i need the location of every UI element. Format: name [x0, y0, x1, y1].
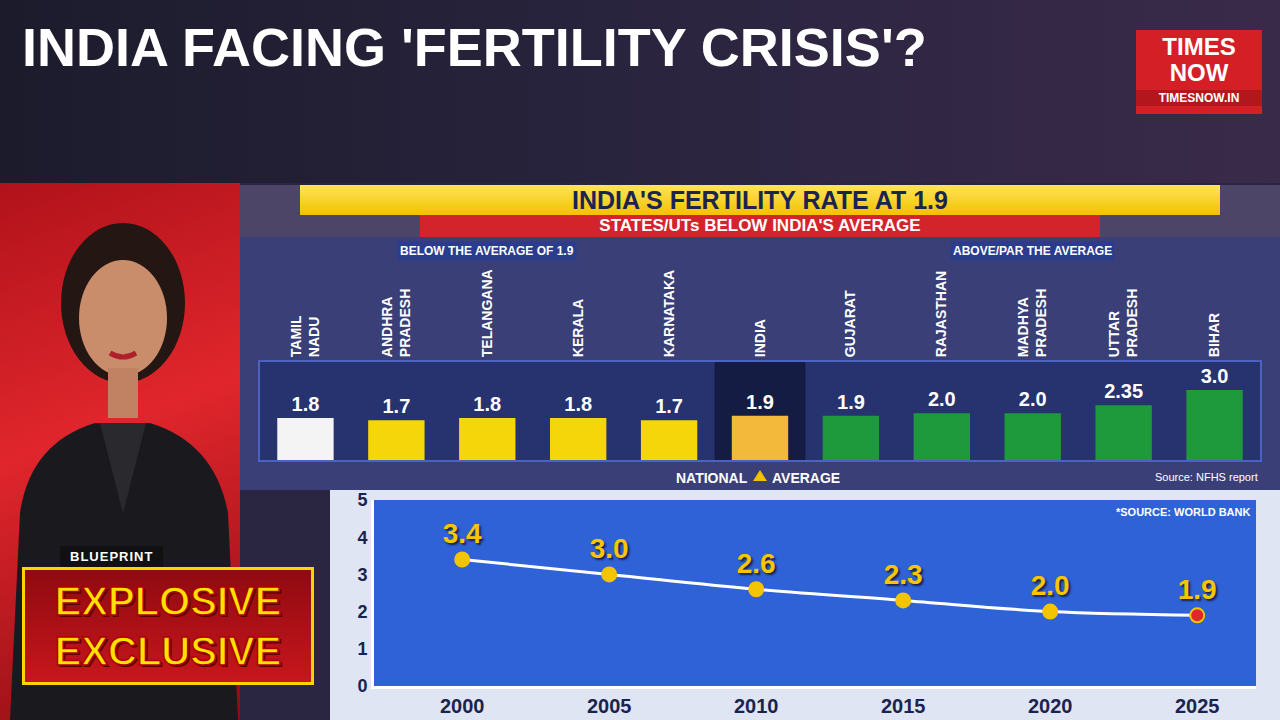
html-text:EXPLOSIVE: EXPLOSIVE — [54, 579, 282, 623]
svg-text:ABOVE/PAR THE AVERAGE: ABOVE/PAR THE AVERAGE — [953, 244, 1112, 258]
svg-text:UTTARPRADESH: UTTARPRADESH — [1106, 289, 1140, 357]
svg-text:2: 2 — [357, 602, 367, 622]
svg-text:1.7: 1.7 — [655, 395, 683, 417]
svg-text:3.0: 3.0 — [1201, 365, 1229, 387]
svg-text:2010: 2010 — [734, 695, 779, 717]
svg-text:2.3: 2.3 — [884, 559, 923, 590]
svg-text:3: 3 — [357, 565, 367, 585]
svg-text:2.35: 2.35 — [1104, 380, 1143, 402]
svg-text:2015: 2015 — [881, 695, 926, 717]
svg-text:3.0: 3.0 — [590, 533, 629, 564]
svg-text:1.9: 1.9 — [1178, 574, 1217, 605]
svg-text:1.9: 1.9 — [837, 391, 865, 413]
svg-text:4: 4 — [357, 528, 367, 548]
svg-text:INDIA: INDIA — [752, 319, 768, 357]
svg-text:1: 1 — [357, 639, 367, 659]
svg-text:1.9: 1.9 — [746, 391, 774, 413]
svg-text:1.8: 1.8 — [564, 393, 592, 415]
html-text:BLUEPRINT: BLUEPRINT — [70, 549, 154, 564]
svg-text:BELOW THE AVERAGE OF 1.9: BELOW THE AVERAGE OF 1.9 — [400, 244, 574, 258]
svg-text:2.6: 2.6 — [737, 548, 776, 579]
svg-text:MADHYAPRADESH: MADHYAPRADESH — [1015, 289, 1049, 357]
svg-text:1.8: 1.8 — [473, 393, 501, 415]
svg-text:2.0: 2.0 — [928, 388, 956, 410]
svg-text:GUJARAT: GUJARAT — [842, 290, 858, 357]
html-text:STATES/UTs BELOW INDIA'S AVERA: STATES/UTs BELOW INDIA'S AVERAGE — [599, 216, 921, 235]
html-text:TIMES: TIMES — [1162, 33, 1236, 60]
html-text:INDIA'S FERTILITY RATE AT 1.9: INDIA'S FERTILITY RATE AT 1.9 — [572, 186, 948, 214]
svg-text:BIHAR: BIHAR — [1206, 313, 1222, 357]
svg-text:2.0: 2.0 — [1031, 570, 1070, 601]
svg-text:5: 5 — [357, 490, 367, 510]
svg-text:KERALA: KERALA — [570, 299, 586, 357]
svg-text:2025: 2025 — [1175, 695, 1220, 717]
svg-text:ANDHRAPRADESH: ANDHRAPRADESH — [379, 289, 413, 357]
svg-text:1.7: 1.7 — [382, 395, 410, 417]
svg-text:KARNATAKA: KARNATAKA — [661, 270, 677, 357]
html-text:NOW: NOW — [1169, 59, 1229, 86]
svg-text:*SOURCE: WORLD BANK: *SOURCE: WORLD BANK — [1116, 506, 1250, 518]
svg-text:2000: 2000 — [440, 695, 485, 717]
svg-text:0: 0 — [357, 676, 367, 696]
svg-text:RAJASTHAN: RAJASTHAN — [933, 271, 949, 357]
svg-text:AVERAGE: AVERAGE — [772, 470, 840, 486]
svg-text:2005: 2005 — [587, 695, 632, 717]
html-text:EXCLUSIVE: EXCLUSIVE — [54, 629, 282, 673]
svg-text:3.4: 3.4 — [443, 518, 482, 549]
svg-text:2020: 2020 — [1028, 695, 1073, 717]
html-text:INDIA FACING 'FERTILITY CRISIS: INDIA FACING 'FERTILITY CRISIS'? — [22, 17, 927, 77]
svg-text:1.8: 1.8 — [292, 393, 320, 415]
html-text:TIMESNOW.IN: TIMESNOW.IN — [1158, 91, 1240, 105]
svg-text:NATIONAL: NATIONAL — [676, 470, 748, 486]
svg-text:TELANGANA: TELANGANA — [479, 269, 495, 357]
svg-text:Source: NFHS report: Source: NFHS report — [1155, 471, 1258, 483]
svg-text:2.0: 2.0 — [1019, 388, 1047, 410]
svg-text:TAMILNADU: TAMILNADU — [288, 315, 322, 357]
